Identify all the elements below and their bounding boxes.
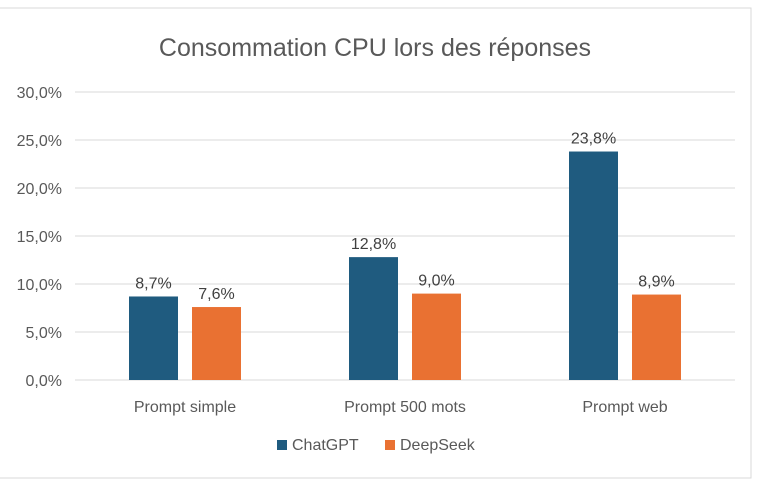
bar-chatgpt-1[interactable]: [349, 257, 398, 380]
x-category-label: Prompt web: [582, 399, 667, 416]
data-label: 7,6%: [198, 286, 234, 303]
bar-chatgpt-2[interactable]: [569, 151, 618, 380]
y-tick-label: 5,0%: [26, 325, 62, 342]
legend-swatch-chatgpt: [277, 440, 287, 450]
legend-label-deepseek[interactable]: DeepSeek: [400, 437, 476, 454]
y-tick-label: 25,0%: [17, 133, 62, 150]
legend-label-chatgpt[interactable]: ChatGPT: [292, 437, 359, 454]
data-label: 8,7%: [135, 275, 171, 292]
y-axis-ticks: 0,0% 5,0% 10,0% 15,0% 20,0% 25,0% 30,0%: [17, 85, 62, 390]
y-tick-label: 30,0%: [17, 85, 62, 102]
chart-title: Consommation CPU lors des réponses: [159, 34, 591, 62]
y-tick-label: 0,0%: [26, 373, 62, 390]
data-label: 8,9%: [638, 274, 674, 291]
chart-area-border: [0, 7, 752, 479]
bar-deepseek-0[interactable]: [192, 307, 241, 380]
y-tick-label: 15,0%: [17, 229, 62, 246]
y-tick-label: 20,0%: [17, 181, 62, 198]
bars: [129, 151, 681, 380]
y-tick-label: 10,0%: [17, 277, 62, 294]
data-labels: 8,7% 7,6% 12,8% 9,0% 23,8% 8,9%: [135, 131, 674, 304]
x-category-label: Prompt simple: [134, 399, 236, 416]
bar-deepseek-1[interactable]: [412, 293, 461, 380]
x-axis-categories: Prompt simple Prompt 500 mots Prompt web: [134, 399, 668, 416]
x-category-label: Prompt 500 mots: [344, 399, 466, 416]
data-label: 12,8%: [351, 236, 396, 253]
bar-chatgpt-0[interactable]: [129, 296, 178, 380]
gridlines: [75, 91, 735, 381]
bar-deepseek-2[interactable]: [632, 294, 681, 380]
data-label: 23,8%: [571, 131, 616, 148]
data-label: 9,0%: [418, 273, 454, 290]
legend[interactable]: ChatGPT DeepSeek: [277, 437, 476, 454]
legend-swatch-deepseek: [385, 440, 395, 450]
